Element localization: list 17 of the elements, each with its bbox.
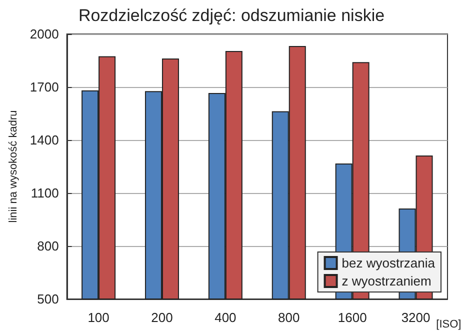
x-tick-label: 100 (88, 310, 110, 325)
y-tick-label: 500 (37, 292, 59, 306)
y-tick-label: 800 (37, 238, 59, 254)
y-tick-label: 1400 (30, 132, 59, 148)
legend-label: bez wyostrzania (342, 256, 436, 270)
x-tick-label: 200 (151, 310, 173, 325)
x-tick-label: 800 (278, 310, 300, 325)
x-tick-label: 3200 (401, 310, 430, 325)
chart-title: Rozdzielczość zdjęć: odszumianie niskie (78, 6, 385, 25)
y-tick-label: 2000 (30, 26, 59, 42)
y-axis-title: linii na wysokość kadru (8, 110, 20, 223)
x-axis-title: [ISO] (436, 318, 462, 330)
legend-label: z wyostrzaniem (342, 274, 432, 288)
y-tick-label: 1100 (30, 186, 59, 200)
x-tick-label: 400 (214, 310, 236, 325)
y-tick-label: 1700 (30, 80, 59, 94)
x-tick-label: 1600 (338, 310, 367, 325)
